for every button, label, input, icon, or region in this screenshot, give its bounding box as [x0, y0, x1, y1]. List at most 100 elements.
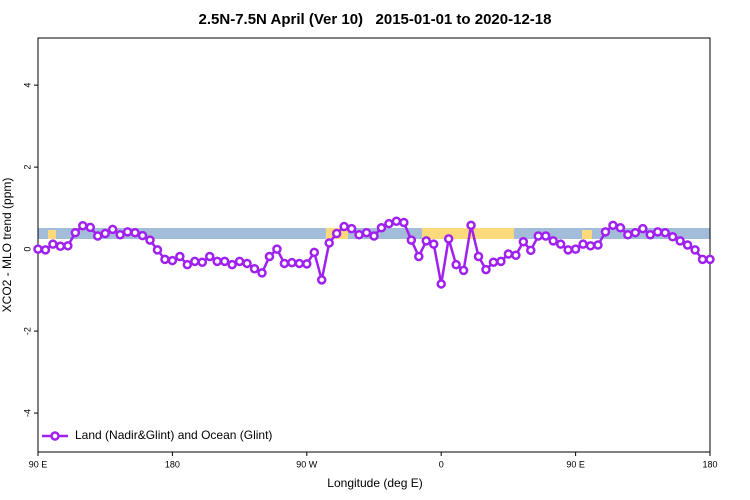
- data-point: [55, 241, 66, 251]
- y-tick-label: 2: [22, 165, 32, 170]
- data-point: [257, 268, 267, 278]
- data-point: [443, 234, 454, 244]
- data-point: [600, 227, 611, 237]
- data-point: [615, 223, 626, 233]
- chart-title: 2.5N-7.5N April (Ver 10) 2015-01-01 to 2…: [199, 11, 552, 28]
- data-point: [555, 239, 566, 249]
- data-point: [652, 227, 663, 237]
- data-point: [585, 241, 596, 251]
- data-point: [70, 227, 81, 238]
- data-point: [219, 256, 230, 267]
- y-tick-label: 4: [22, 83, 32, 88]
- data-point: [167, 255, 178, 266]
- data-point: [302, 259, 312, 269]
- data-point: [660, 227, 670, 238]
- data-point: [697, 254, 708, 265]
- data-point: [100, 228, 110, 239]
- y-axis-label: XCO2 - MLO trend (ppm): [0, 178, 14, 313]
- data-point: [570, 244, 581, 254]
- data-point: [204, 251, 215, 262]
- data-point: [682, 240, 693, 250]
- data-point: [690, 245, 700, 255]
- data-point: [630, 227, 641, 238]
- data-point: [593, 240, 603, 250]
- data-point: [428, 239, 439, 249]
- data-point: [488, 257, 499, 267]
- x-tick-label: 90 E: [566, 459, 585, 469]
- data-point: [122, 227, 133, 237]
- y-tick-label: -4: [22, 409, 32, 417]
- data-point: [190, 256, 200, 267]
- data-point: [645, 230, 656, 240]
- data-point: [331, 228, 342, 239]
- data-point: [526, 245, 536, 256]
- x-tick-label: 90 E: [29, 459, 48, 469]
- data-point: [503, 249, 514, 259]
- data-point: [481, 264, 491, 275]
- data-point: [391, 216, 402, 226]
- data-point: [316, 275, 327, 285]
- data-point: [548, 236, 558, 246]
- data-point: [354, 230, 364, 240]
- land-band: [582, 230, 592, 239]
- y-tick-label: -2: [22, 327, 32, 335]
- x-tick-label: 90 W: [296, 459, 318, 469]
- data-point: [33, 244, 43, 254]
- data-point: [608, 220, 618, 231]
- data-point: [48, 239, 58, 249]
- data-point: [40, 245, 51, 255]
- data-point: [249, 264, 260, 274]
- data-point: [309, 247, 320, 258]
- x-tick-label: 180: [702, 459, 717, 469]
- data-point: [175, 251, 185, 262]
- data-point: [414, 251, 424, 262]
- data-point: [92, 231, 103, 241]
- data-point: [705, 254, 715, 265]
- data-point: [361, 227, 372, 238]
- data-point: [107, 224, 118, 235]
- data-point: [511, 250, 521, 260]
- y-tick-label: 0: [22, 247, 32, 252]
- x-tick-label: 180: [165, 459, 180, 469]
- x-tick-label: 0: [439, 459, 444, 469]
- data-point: [421, 236, 432, 246]
- data-point: [152, 245, 163, 255]
- data-point: [399, 217, 409, 228]
- data-point: [197, 257, 208, 267]
- data-point: [115, 230, 125, 240]
- data-point: [406, 235, 417, 245]
- data-point: [540, 231, 551, 241]
- data-point: [145, 235, 155, 245]
- data-point: [518, 236, 529, 247]
- data-point: [458, 265, 469, 276]
- data-point: [242, 258, 252, 269]
- data-point: [578, 239, 588, 249]
- land-band: [48, 230, 56, 239]
- plot-frame: [37, 37, 711, 453]
- land-band: [422, 228, 514, 239]
- data-point: [272, 244, 282, 254]
- data-point: [78, 220, 88, 231]
- x-axis-label: Longitude (deg E): [327, 476, 422, 490]
- data-point: [182, 259, 193, 270]
- data-point: [160, 254, 170, 265]
- data-point: [324, 238, 334, 248]
- data-point: [675, 236, 685, 246]
- data-point: [212, 256, 222, 267]
- data-point: [376, 223, 387, 233]
- data-point: [339, 221, 349, 232]
- data-point: [346, 223, 357, 234]
- data-point: [473, 251, 484, 262]
- data-point: [623, 230, 633, 240]
- data-point: [264, 251, 275, 262]
- data-point: [294, 258, 305, 269]
- data-point: [287, 257, 297, 268]
- data-point: [466, 220, 476, 231]
- data-point: [436, 279, 446, 289]
- data-point: [85, 222, 96, 233]
- data-point: [384, 218, 394, 229]
- legend-label: Land (Nadir&Glint) and Ocean (Glint): [75, 428, 272, 442]
- data-point: [234, 256, 245, 267]
- data-point: [563, 245, 573, 255]
